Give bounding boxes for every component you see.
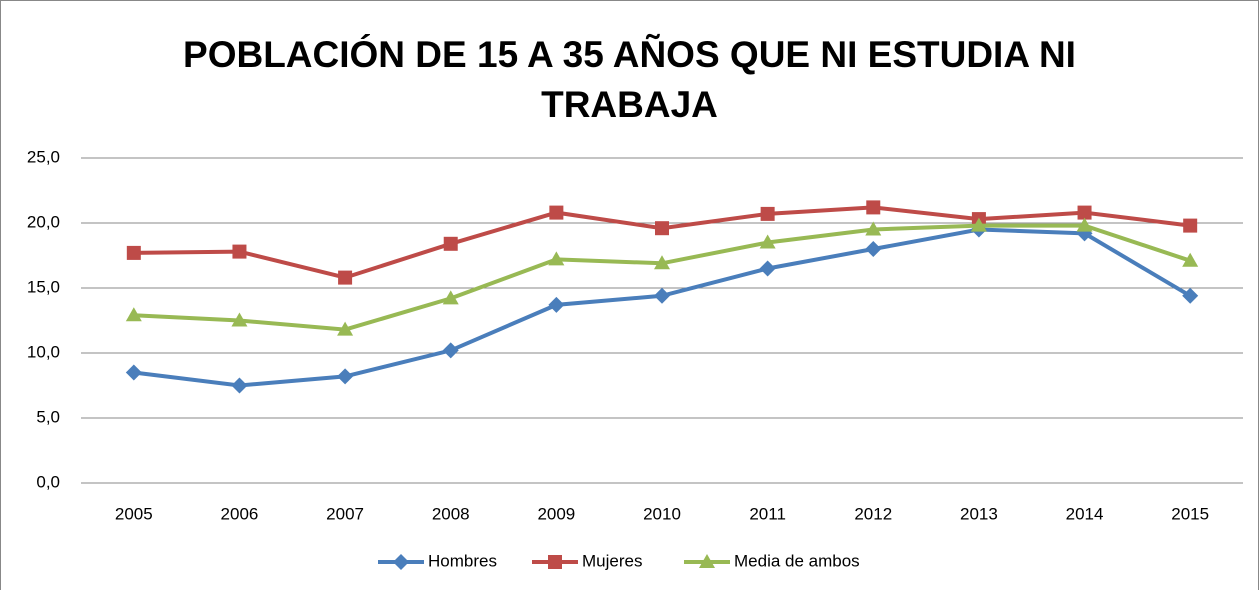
legend-marker <box>393 554 409 570</box>
marker <box>865 241 882 257</box>
x-tick-label: 2007 <box>326 504 364 523</box>
y-tick-label: 15,0 <box>27 277 60 296</box>
marker <box>338 270 353 285</box>
marker <box>970 217 987 232</box>
x-tick-label: 2005 <box>115 504 153 523</box>
x-tick-label: 2012 <box>854 504 892 523</box>
marker <box>865 221 882 236</box>
legend-marker <box>699 554 715 568</box>
x-tick-label: 2010 <box>643 504 681 523</box>
y-tick-label: 5,0 <box>36 407 60 426</box>
marker <box>443 236 458 251</box>
marker <box>759 260 776 277</box>
y-tick-label: 10,0 <box>27 342 60 361</box>
title-box: POBLACIÓN DE 15 A 35 AÑOS QUE NI ESTUDIA… <box>0 30 1259 130</box>
x-tick-label: 2008 <box>432 504 470 523</box>
marker <box>442 290 459 305</box>
y-tick-label: 0,0 <box>36 472 60 491</box>
legend-label: Hombres <box>428 551 497 570</box>
x-tick-label: 2006 <box>221 504 259 523</box>
x-tick-label: 2009 <box>537 504 575 523</box>
marker <box>760 206 775 221</box>
y-tick-label: 25,0 <box>27 147 60 166</box>
x-tick-label: 2015 <box>1171 504 1209 523</box>
marker <box>549 205 564 220</box>
marker <box>337 321 354 336</box>
series-line <box>133 227 1192 388</box>
chart-title: POBLACIÓN DE 15 A 35 AÑOS QUE NI ESTUDIA… <box>183 34 1076 125</box>
marker <box>231 312 248 327</box>
marker <box>231 377 248 394</box>
series-line <box>133 223 1191 332</box>
marker <box>548 251 565 266</box>
marker <box>125 307 142 322</box>
marker <box>125 364 142 381</box>
marker <box>759 234 776 249</box>
x-tick-label: 2014 <box>1066 504 1104 523</box>
marker <box>232 244 247 259</box>
marker <box>1076 217 1093 232</box>
marker <box>442 342 459 359</box>
marker <box>548 296 565 313</box>
marker <box>1077 205 1092 220</box>
legend-label: Media de ambos <box>734 551 860 570</box>
marker <box>654 287 670 304</box>
marker <box>1183 218 1198 233</box>
marker <box>1182 252 1199 267</box>
marker <box>337 368 354 385</box>
y-tick-label: 20,0 <box>27 212 60 231</box>
marker <box>654 255 670 270</box>
x-tick-label: 2013 <box>960 504 998 523</box>
legend-marker <box>548 555 562 569</box>
marker <box>866 200 881 215</box>
legend-label: Mujeres <box>582 551 642 570</box>
marker <box>655 221 669 236</box>
marker <box>126 245 141 260</box>
x-tick-label: 2011 <box>749 504 786 523</box>
marker <box>1182 287 1199 304</box>
